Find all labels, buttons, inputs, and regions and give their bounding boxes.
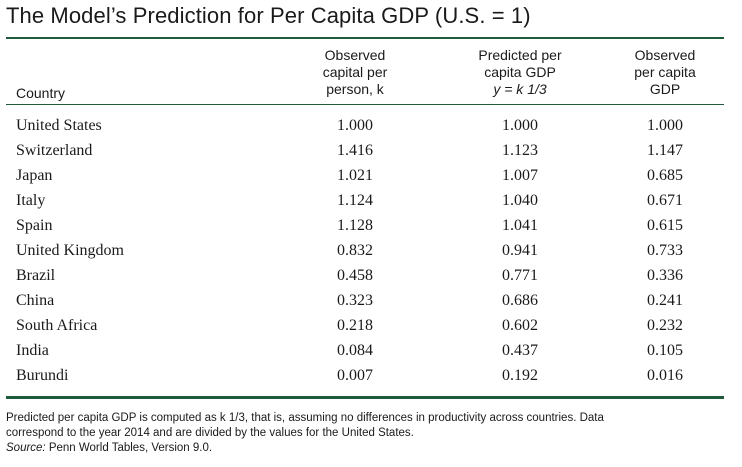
country-cell: Japan: [16, 167, 53, 184]
header-observed-gdp: Observed per capita GDP: [605, 47, 725, 98]
note-line: Predicted per capita GDP is computed as …: [6, 412, 604, 424]
predicted-cell: 1.041: [502, 217, 538, 234]
table-title: The Model’s Prediction for Per Capita GD…: [6, 3, 531, 28]
observed-cell: 1.000: [647, 117, 683, 134]
header-observed-capital: Observed capital per person, k: [295, 47, 415, 98]
header-rule: [6, 104, 724, 105]
country-cell: United Kingdom: [16, 242, 124, 259]
observed-cell: 0.685: [647, 167, 683, 184]
capital-cell: 0.084: [337, 342, 373, 359]
capital-cell: 1.128: [337, 217, 373, 234]
source-text: Penn World Tables, Version 9.0.: [45, 442, 213, 454]
note-line: correspond to the year 2014 and are divi…: [6, 427, 414, 439]
predicted-cell: 0.602: [502, 317, 538, 334]
header-line: capital per: [322, 64, 388, 80]
predicted-cell: 0.437: [502, 342, 538, 359]
table-row: Italy 1.124 1.040 0.671: [0, 188, 742, 213]
country-cell: India: [16, 342, 49, 359]
capital-cell: 0.832: [337, 242, 373, 259]
table-row: Spain 1.128 1.041 0.615: [0, 213, 742, 238]
capital-cell: 1.000: [337, 117, 373, 134]
capital-cell: 1.124: [337, 192, 373, 209]
header-country-label: Country: [16, 85, 66, 101]
capital-cell: 1.416: [337, 142, 373, 159]
table-row: India 0.084 0.437 0.105: [0, 338, 742, 363]
table-row: South Africa 0.218 0.602 0.232: [0, 313, 742, 338]
header-country: Country: [16, 85, 65, 102]
observed-cell: 0.733: [647, 242, 683, 259]
table-row: United States 1.000 1.000 1.000: [0, 113, 742, 138]
table-row: United Kingdom 0.832 0.941 0.733: [0, 238, 742, 263]
country-cell: Burundi: [16, 367, 69, 384]
header-line: person, k: [326, 81, 384, 97]
predicted-cell: 0.686: [502, 292, 538, 309]
predicted-cell: 1.007: [502, 167, 538, 184]
country-cell: United States: [16, 117, 102, 134]
country-cell: Italy: [16, 192, 46, 209]
observed-cell: 1.147: [647, 142, 683, 159]
capital-cell: 1.021: [337, 167, 373, 184]
table-row: Japan 1.021 1.007 0.685: [0, 163, 742, 188]
country-cell: Switzerland: [16, 142, 93, 159]
table-row: China 0.323 0.686 0.241: [0, 288, 742, 313]
observed-cell: 0.232: [647, 317, 683, 334]
header-line: per capita: [634, 64, 696, 80]
header-predicted-gdp: Predicted per capita GDP y = k 1/3: [455, 47, 585, 98]
source-label: Source:: [6, 442, 46, 454]
country-cell: South Africa: [16, 317, 98, 334]
observed-cell: 0.241: [647, 292, 683, 309]
header-line: Observed: [634, 47, 696, 63]
table-row: Switzerland 1.416 1.123 1.147: [0, 138, 742, 163]
header-formula: y = k 1/3: [493, 81, 547, 97]
observed-cell: 0.615: [647, 217, 683, 234]
capital-cell: 0.007: [337, 367, 373, 384]
predicted-cell: 0.941: [502, 242, 538, 259]
header-line: GDP: [649, 81, 681, 97]
predicted-cell: 1.123: [502, 142, 538, 159]
observed-cell: 0.671: [647, 192, 683, 209]
country-cell: China: [16, 292, 55, 309]
predicted-cell: 0.192: [502, 367, 538, 384]
observed-cell: 0.105: [647, 342, 683, 359]
capital-cell: 0.323: [337, 292, 373, 309]
table-row: Brazil 0.458 0.771 0.336: [0, 263, 742, 288]
table-body: United States 1.000 1.000 1.000 Switzerl…: [0, 113, 742, 388]
table-note: Predicted per capita GDP is computed as …: [6, 411, 726, 456]
observed-cell: 0.336: [647, 267, 683, 284]
top-rule: [6, 37, 724, 39]
predicted-cell: 1.040: [502, 192, 538, 209]
country-cell: Brazil: [16, 267, 56, 284]
predicted-cell: 0.771: [502, 267, 538, 284]
observed-cell: 0.016: [647, 367, 683, 384]
table-row: Burundi 0.007 0.192 0.016: [0, 363, 742, 388]
header-line: capita GDP: [484, 64, 556, 80]
header-line: Predicted per: [478, 47, 562, 63]
capital-cell: 0.218: [337, 317, 373, 334]
capital-cell: 0.458: [337, 267, 373, 284]
bottom-rule: [6, 396, 724, 399]
header-line: Observed: [324, 47, 386, 63]
country-cell: Spain: [16, 217, 53, 234]
predicted-cell: 1.000: [502, 117, 538, 134]
source-line: Source: Penn World Tables, Version 9.0.: [6, 441, 726, 456]
